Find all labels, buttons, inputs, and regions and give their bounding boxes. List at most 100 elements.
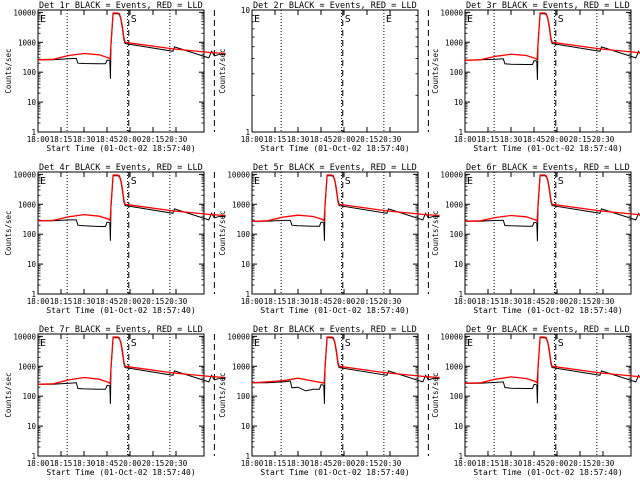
x-tick-label: 18:30: [500, 459, 523, 468]
y-tick-label: 1000: [18, 38, 37, 47]
x-tick-label: 20:15: [142, 135, 165, 144]
x-axis-label: Start Time (01-Oct-02 18:57:40): [46, 306, 195, 315]
event-letter-marker: E: [40, 14, 46, 25]
y-tick-label: 10000: [227, 170, 250, 179]
series-line-events: [465, 175, 640, 242]
event-letter-marker: E: [386, 14, 392, 25]
x-tick-label: 18:00: [241, 135, 264, 144]
chart-panel-3: Det 3r BLACK = Events, RED = LLD 1 10 100 10…: [431, 1, 640, 153]
chart-panel-1: Det 1r BLACK = Events, RED = LLD 1 10 100 10…: [4, 1, 226, 153]
x-tick-label: 20:15: [142, 459, 165, 468]
x-axis-label: Start Time (01-Oct-02 18:57:40): [46, 468, 195, 477]
x-tick-label: 18:15: [477, 135, 500, 144]
series-line-lld: [37, 12, 226, 61]
y-tick-label: 100: [449, 230, 463, 239]
y-tick-label: 100: [22, 392, 36, 401]
event-letter-marker: E: [40, 338, 46, 349]
y-axis-label: Counts/sec: [218, 372, 227, 417]
plot-frame: [37, 9, 205, 133]
chart-panel-2: Det 2r BLACK = Events, RED = LLD 1 10 18:00…: [218, 1, 429, 153]
series-line-events: [465, 337, 640, 404]
plot-frame: [464, 9, 632, 133]
series-line-lld: [464, 12, 640, 62]
x-tick-label: 18:15: [50, 135, 73, 144]
event-letter-marker: E: [467, 14, 473, 25]
chart-title: Det 3r BLACK = Events, RED = LLD: [466, 1, 630, 11]
y-tick-label: 1000: [18, 362, 37, 371]
x-tick-label: 20:00: [546, 297, 569, 306]
y-tick-label: 1: [31, 452, 36, 461]
event-letter-marker: E: [254, 338, 260, 349]
x-tick-label: 18:15: [50, 297, 73, 306]
x-axis-label: Start Time (01-Oct-02 18:57:40): [260, 306, 409, 315]
x-tick-label: 20:00: [333, 297, 356, 306]
x-tick-label: 20:00: [546, 459, 569, 468]
x-tick-label: 18:45: [96, 459, 119, 468]
y-tick-label: 1: [458, 452, 463, 461]
series-line-lld: [251, 174, 440, 223]
event-letter-marker: S: [558, 176, 564, 187]
y-tick-label: 1000: [232, 362, 251, 371]
y-tick-label: 10: [27, 260, 37, 269]
x-tick-label: 20:30: [379, 459, 402, 468]
chart-title: Det 8r BLACK = Events, RED = LLD: [253, 325, 417, 335]
event-letter-marker: S: [558, 338, 564, 349]
event-letter-marker: E: [40, 176, 46, 187]
y-tick-label: 1: [31, 290, 36, 299]
x-tick-label: 20:30: [165, 135, 188, 144]
y-tick-label: 10000: [440, 332, 463, 341]
y-tick-label: 1: [458, 290, 463, 299]
x-tick-label: 20:00: [119, 135, 142, 144]
y-tick-label: 100: [449, 68, 463, 77]
y-tick-label: 10000: [13, 8, 36, 17]
y-tick-label: 10: [27, 98, 37, 107]
event-letter-marker: S: [558, 14, 564, 25]
chart-title: Det 4r BLACK = Events, RED = LLD: [39, 163, 203, 173]
event-letter-marker: E: [254, 14, 260, 25]
y-tick-label: 1000: [445, 200, 464, 209]
event-letter-marker: S: [131, 338, 137, 349]
event-letter-marker: S: [345, 14, 351, 25]
x-tick-label: 18:00: [241, 297, 264, 306]
y-tick-label: 10000: [13, 170, 36, 179]
x-tick-label: 18:00: [454, 297, 477, 306]
y-tick-label: 1: [245, 290, 250, 299]
x-tick-label: 18:15: [264, 135, 287, 144]
plot-frame: [251, 171, 419, 295]
x-tick-label: 20:30: [379, 135, 402, 144]
chart-panel-7: Det 7r BLACK = Events, RED = LLD 1 10 100 10…: [4, 325, 226, 477]
x-tick-label: 18:45: [96, 297, 119, 306]
y-axis-label: Counts/sec: [4, 372, 13, 417]
plot-frame: [251, 333, 419, 457]
x-tick-label: 20:15: [356, 297, 379, 306]
y-tick-label: 1: [245, 128, 250, 137]
plot-frame: [464, 171, 632, 295]
x-tick-label: 18:15: [264, 459, 287, 468]
event-letter-marker: S: [345, 338, 351, 349]
series-line-lld: [37, 336, 226, 386]
x-tick-label: 18:45: [310, 297, 333, 306]
x-tick-label: 18:45: [96, 135, 119, 144]
x-tick-label: 18:30: [73, 135, 96, 144]
y-tick-label: 1000: [445, 362, 464, 371]
y-tick-label: 10: [27, 422, 37, 431]
x-tick-label: 18:30: [287, 135, 310, 144]
y-tick-label: 10000: [227, 332, 250, 341]
chart-title: Det 1r BLACK = Events, RED = LLD: [39, 1, 203, 11]
x-tick-label: 18:45: [523, 459, 546, 468]
y-tick-label: 1: [458, 128, 463, 137]
x-tick-label: 20:00: [119, 297, 142, 306]
y-tick-label: 100: [449, 392, 463, 401]
chart-panel-6: Det 6r BLACK = Events, RED = LLD 1 10 100 10…: [431, 163, 640, 315]
x-tick-label: 18:00: [27, 135, 50, 144]
chart-title: Det 5r BLACK = Events, RED = LLD: [253, 163, 417, 173]
y-tick-label: 10: [454, 260, 464, 269]
x-tick-label: 20:15: [142, 297, 165, 306]
y-tick-label: 1000: [445, 38, 464, 47]
x-tick-label: 20:00: [333, 135, 356, 144]
y-tick-label: 100: [22, 230, 36, 239]
x-tick-label: 20:15: [356, 459, 379, 468]
y-tick-label: 100: [236, 392, 250, 401]
x-tick-label: 20:30: [592, 135, 615, 144]
